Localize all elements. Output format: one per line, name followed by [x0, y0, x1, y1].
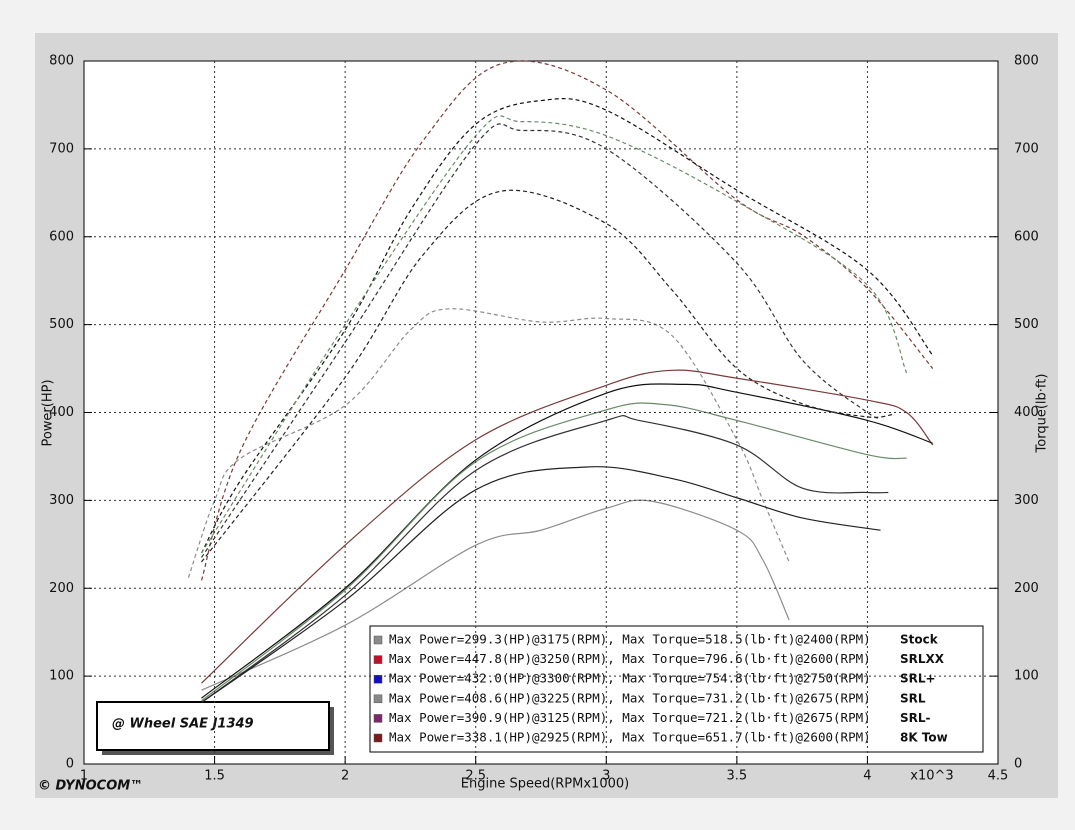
legend-text: Max Power=447.8(HP)@3250(RPM), Max Torqu…: [389, 651, 871, 666]
power-line: [201, 402, 907, 702]
y-tick-label: 200: [49, 581, 74, 596]
legend-name: SRL: [900, 691, 926, 705]
torque-line: [201, 189, 894, 563]
legend-text: Max Power=390.9(HP)@3125(RPM), Max Torqu…: [389, 710, 871, 725]
legend-swatch: [373, 694, 383, 704]
legend-name: SRL+: [900, 672, 936, 686]
x-tick-label: 1: [80, 769, 88, 784]
legend-text: Max Power=408.6(HP)@3225(RPM), Max Torqu…: [389, 690, 871, 705]
y2-axis-title: Torque(lb·ft): [1035, 374, 1050, 454]
y2-tick-label: 100: [1014, 669, 1039, 684]
legend-swatch: [373, 714, 383, 723]
x-multiplier: x10^3: [910, 769, 953, 784]
y2-tick-label: 0: [1014, 757, 1022, 772]
legend-box: [369, 625, 984, 753]
x-tick-label: 3: [602, 769, 610, 784]
y-tick-label: 800: [49, 54, 74, 69]
y2-tick-label: 400: [1014, 405, 1039, 420]
y2-tick-label: 500: [1014, 317, 1039, 332]
y-tick-label: 700: [49, 141, 74, 156]
legend-text: Max Power=299.3(HP)@3175(RPM), Max Torqu…: [389, 632, 871, 647]
x-tick-label: 2.5: [465, 769, 486, 784]
legend-name: SRL-: [900, 711, 931, 725]
power-line: [201, 415, 889, 703]
y2-tick-label: 800: [1014, 54, 1039, 69]
x-tick-label: 4: [863, 769, 871, 784]
torque-line: [201, 123, 881, 558]
y-tick-label: 600: [49, 229, 74, 244]
legend-name: SRLXX: [900, 652, 945, 666]
y-tick-label: 400: [49, 405, 74, 420]
y-axis-title: Power(HP): [41, 379, 56, 446]
annotation-box: [96, 701, 330, 751]
power-line: [201, 499, 790, 691]
legend-text: Max Power=338.1(HP)@2925(RPM), Max Torqu…: [389, 730, 871, 745]
torque-line: [201, 115, 908, 554]
torque-line: [200, 60, 934, 581]
y2-tick-label: 300: [1014, 493, 1039, 508]
y2-tick-label: 700: [1014, 141, 1039, 156]
x-tick-label: 1.5: [204, 769, 225, 784]
x-tick-label: 3.5: [727, 769, 748, 784]
x-tick-label: 4.5: [988, 769, 1009, 784]
power-line: [201, 466, 881, 703]
legend-swatch: [373, 635, 383, 645]
legend-swatch: [373, 655, 383, 664]
annotation: @ Wheel SAE J1349: [112, 717, 254, 732]
x-axis-title: Engine Speed(RPMx1000): [461, 777, 629, 792]
power-line: [201, 369, 934, 684]
y-tick-label: 300: [49, 493, 74, 508]
y-tick-label: 100: [49, 669, 74, 684]
legend-name: Stock: [900, 633, 939, 647]
y-tick-label: 0: [66, 757, 74, 772]
y2-tick-label: 200: [1014, 581, 1039, 596]
legend-swatch: [373, 733, 383, 743]
y2-tick-label: 600: [1014, 229, 1039, 244]
x-tick-label: 2: [341, 769, 349, 784]
y-tick-label: 500: [49, 317, 74, 332]
legend-swatch: [373, 674, 383, 684]
legend-text: Max Power=432.0(HP)@3300(RPM), Max Torqu…: [389, 671, 871, 686]
legend-name: 8K Tow: [900, 731, 948, 745]
brand: © DYNOCOM™: [38, 779, 143, 794]
